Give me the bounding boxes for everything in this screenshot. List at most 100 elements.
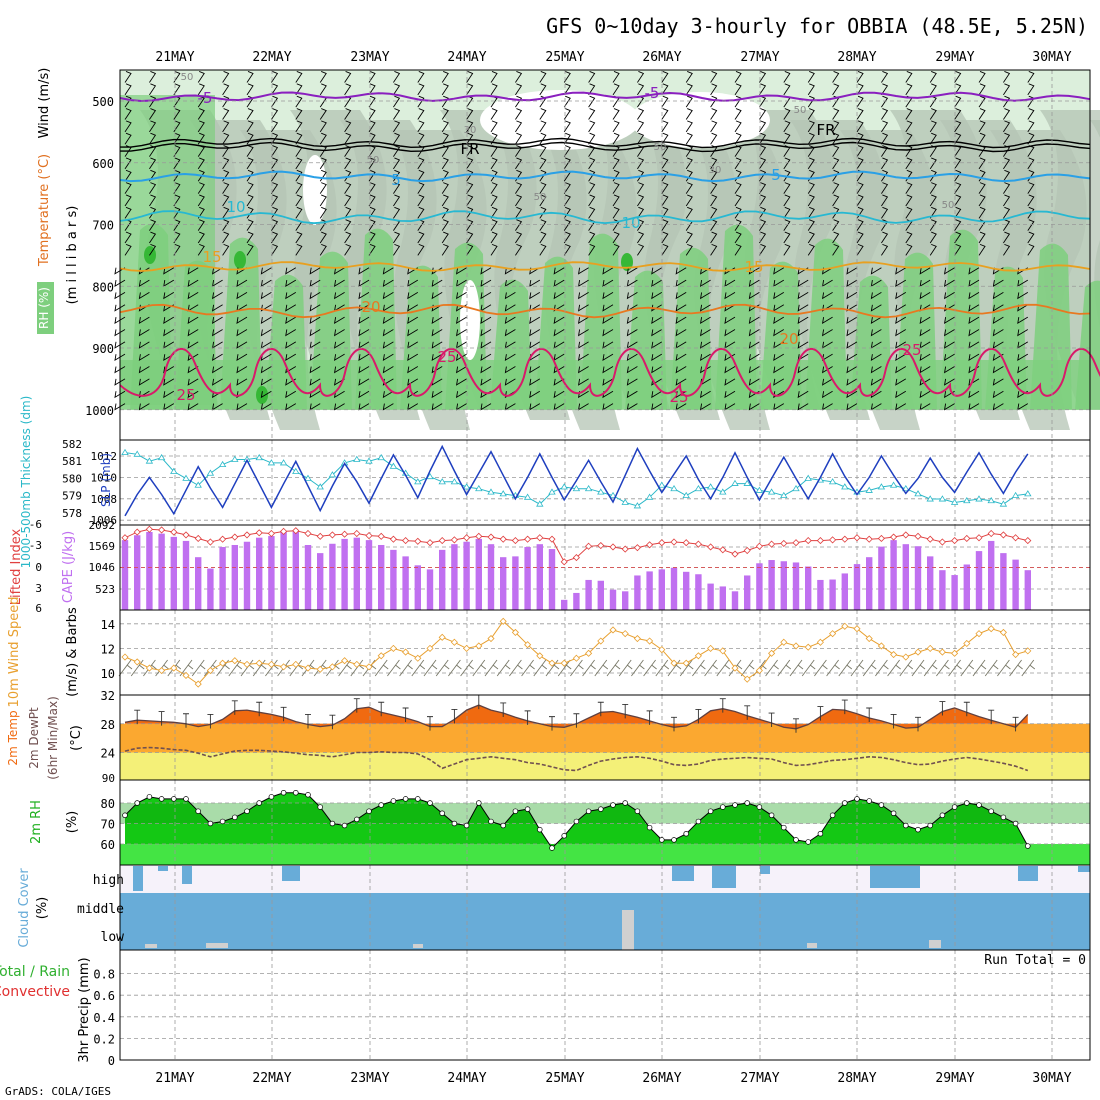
low-cloud-bar bbox=[807, 943, 817, 948]
wind-barb bbox=[368, 243, 376, 256]
high-cloud-bar bbox=[158, 866, 168, 871]
wind-barb bbox=[577, 366, 589, 374]
wind-barb bbox=[163, 366, 175, 374]
wind-barb bbox=[832, 182, 840, 194]
rh-point bbox=[524, 806, 531, 812]
wind-barb bbox=[895, 366, 907, 374]
wind-barb bbox=[637, 206, 645, 219]
wind-barb bbox=[651, 267, 663, 275]
cape-bar bbox=[975, 551, 983, 610]
wind-barb bbox=[943, 341, 955, 349]
cape-bar bbox=[256, 537, 263, 610]
rh-point bbox=[1000, 814, 1007, 821]
thickness-point bbox=[743, 479, 751, 486]
wind-barb bbox=[407, 378, 419, 386]
wind-barb bbox=[895, 279, 907, 287]
li-point bbox=[572, 554, 580, 562]
wind-barb bbox=[929, 194, 937, 207]
contour-label: 50 bbox=[534, 192, 547, 203]
wind-barb bbox=[246, 145, 254, 157]
wind-barb bbox=[832, 145, 840, 157]
wind-speed-point bbox=[865, 634, 873, 643]
wind-barb bbox=[734, 206, 742, 219]
wind-barb bbox=[1003, 169, 1011, 182]
rh-point bbox=[659, 837, 665, 843]
rh-point bbox=[634, 808, 641, 814]
wind-barb bbox=[783, 182, 791, 194]
surface-wind-barb bbox=[240, 659, 255, 677]
wind-barb bbox=[368, 157, 376, 170]
wind-barb bbox=[407, 292, 419, 300]
wind-barb bbox=[197, 157, 205, 170]
wind-speed-point bbox=[475, 642, 483, 650]
wind-barb bbox=[260, 378, 272, 386]
wind-barb bbox=[163, 292, 175, 300]
temperature-area bbox=[125, 705, 1028, 729]
wind-barb bbox=[504, 304, 516, 312]
surface-wind-barb bbox=[228, 659, 243, 677]
wind-barb bbox=[333, 341, 345, 349]
wind-barb bbox=[358, 316, 370, 325]
thickness-point bbox=[389, 462, 398, 469]
wind-barb bbox=[978, 157, 986, 170]
wind-barb bbox=[319, 231, 327, 244]
wind-barb bbox=[393, 169, 401, 182]
y-tick-right: 1008 bbox=[91, 493, 118, 506]
wind-barb bbox=[455, 390, 467, 399]
wind-barb bbox=[846, 329, 858, 337]
minmax-marker bbox=[378, 701, 385, 717]
dewpoint-line bbox=[124, 746, 1029, 772]
rh-point bbox=[500, 822, 506, 829]
wind-barb bbox=[626, 353, 638, 362]
cape-bar bbox=[609, 589, 617, 610]
wind-barb bbox=[661, 169, 669, 182]
wind-speed-point bbox=[304, 664, 312, 672]
thickness-point bbox=[487, 488, 495, 495]
wind-barb bbox=[515, 219, 523, 231]
ylabel-lifted-index: Lifted Index bbox=[9, 528, 24, 605]
wind-barb bbox=[602, 378, 614, 386]
rh-point bbox=[976, 802, 982, 808]
wind-barb bbox=[661, 206, 669, 219]
surface-wind-barb bbox=[777, 659, 792, 677]
minmax-marker bbox=[305, 714, 311, 729]
wind-barb bbox=[895, 329, 907, 337]
wind-speed-point bbox=[633, 634, 641, 643]
thickness-point bbox=[682, 491, 690, 498]
wind-barb bbox=[563, 108, 571, 120]
wind-barb bbox=[919, 316, 931, 325]
wind-barb bbox=[759, 231, 767, 244]
wind-barb bbox=[490, 157, 498, 170]
wind-barb bbox=[856, 120, 864, 133]
y-tick: 600 bbox=[92, 157, 114, 171]
wind-barb bbox=[1027, 120, 1035, 133]
surface-wind-barb bbox=[862, 659, 877, 677]
wind-speed-point bbox=[597, 637, 605, 645]
wind-barb bbox=[163, 316, 175, 325]
wind-barb bbox=[539, 206, 547, 219]
li-point bbox=[951, 537, 959, 545]
wind-barb bbox=[821, 292, 833, 300]
wind-barb bbox=[563, 243, 571, 256]
wind-barb bbox=[246, 231, 254, 244]
wind-speed-point bbox=[511, 628, 519, 636]
wind-speed-point bbox=[402, 648, 410, 656]
wind-barb bbox=[246, 182, 254, 194]
wind-barb bbox=[441, 83, 449, 96]
wind-barb bbox=[515, 206, 523, 219]
wind-barb bbox=[710, 71, 718, 83]
wind-barb bbox=[710, 231, 718, 244]
wind-barb bbox=[734, 194, 742, 207]
wind-barb bbox=[344, 71, 352, 83]
wind-barb bbox=[895, 378, 907, 386]
li-point bbox=[414, 537, 422, 545]
isotherm-5 bbox=[119, 170, 1091, 183]
surface-wind-barb bbox=[923, 659, 938, 677]
credit-label: GrADS: COLA/IGES bbox=[5, 1085, 111, 1098]
wind-barb bbox=[173, 206, 181, 219]
wind-barb bbox=[368, 169, 376, 182]
thickness-point bbox=[353, 455, 361, 462]
wind-barb bbox=[797, 390, 809, 399]
wind-barb bbox=[138, 267, 150, 275]
wind-speed-point bbox=[426, 644, 434, 652]
